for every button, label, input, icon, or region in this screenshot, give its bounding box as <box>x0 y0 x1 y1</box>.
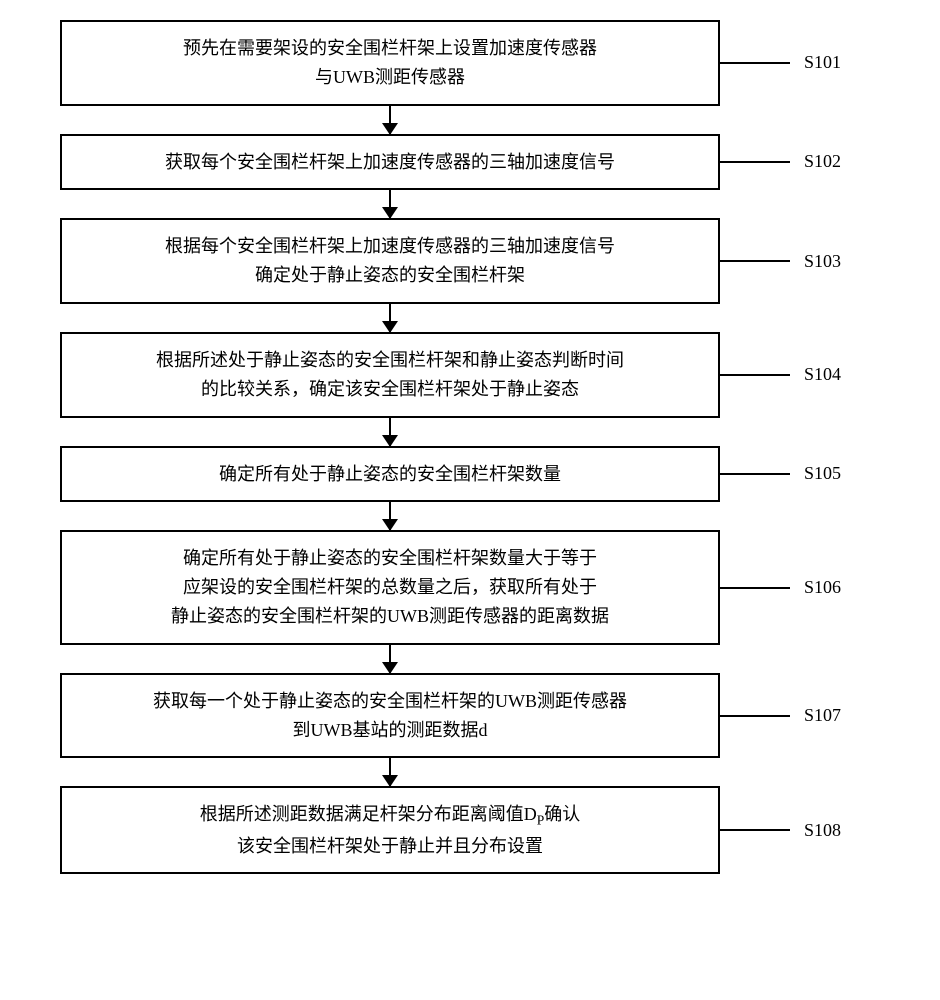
step-label: S105 <box>804 463 841 484</box>
flow-step-box: 根据每个安全围栏杆架上加速度传感器的三轴加速度信号确定处于静止姿态的安全围栏杆架 <box>60 218 720 304</box>
flow-step-box: 预先在需要架设的安全围栏杆架上设置加速度传感器与UWB测距传感器 <box>60 20 720 106</box>
label-connector: S108 <box>720 820 920 841</box>
flow-step-row: 根据每个安全围栏杆架上加速度传感器的三轴加速度信号确定处于静止姿态的安全围栏杆架… <box>20 218 920 304</box>
down-arrow-icon <box>60 304 720 332</box>
down-arrow-icon <box>60 106 720 134</box>
flow-step-box: 获取每一个处于静止姿态的安全围栏杆架的UWB测距传感器到UWB基站的测距数据d <box>60 673 720 759</box>
step-label: S102 <box>804 151 841 172</box>
flow-step-row: 获取每一个处于静止姿态的安全围栏杆架的UWB测距传感器到UWB基站的测距数据d S… <box>20 673 920 759</box>
label-connector: S103 <box>720 251 920 272</box>
label-connector: S102 <box>720 151 920 172</box>
flow-step-box: 确定所有处于静止姿态的安全围栏杆架数量大于等于应架设的安全围栏杆架的总数量之后，… <box>60 530 720 644</box>
connector-line <box>720 473 790 475</box>
flow-step-box: 根据所述测距数据满足杆架分布距离阈值DP确认该安全围栏杆架处于静止并且分布设置 <box>60 786 720 874</box>
arrow-row <box>20 190 920 218</box>
label-connector: S105 <box>720 463 920 484</box>
down-arrow-icon <box>60 758 720 786</box>
down-arrow-icon <box>60 418 720 446</box>
flow-step-row: 根据所述测距数据满足杆架分布距离阈值DP确认该安全围栏杆架处于静止并且分布设置 S… <box>20 786 920 874</box>
flow-step-row: 确定所有处于静止姿态的安全围栏杆架数量大于等于应架设的安全围栏杆架的总数量之后，… <box>20 530 920 644</box>
down-arrow-icon <box>60 502 720 530</box>
flow-step-box: 确定所有处于静止姿态的安全围栏杆架数量 <box>60 446 720 503</box>
down-arrow-icon <box>60 190 720 218</box>
step-label: S101 <box>804 52 841 73</box>
label-connector: S106 <box>720 577 920 598</box>
arrow-row <box>20 304 920 332</box>
arrow-row <box>20 645 920 673</box>
arrow-row <box>20 106 920 134</box>
arrow-row <box>20 758 920 786</box>
connector-line <box>720 829 790 831</box>
label-connector: S104 <box>720 364 920 385</box>
step-label: S106 <box>804 577 841 598</box>
step-label: S104 <box>804 364 841 385</box>
connector-line <box>720 161 790 163</box>
connector-line <box>720 62 790 64</box>
arrow-row <box>20 502 920 530</box>
flow-step-row: 获取每个安全围栏杆架上加速度传感器的三轴加速度信号 S102 <box>20 134 920 191</box>
arrow-row <box>20 418 920 446</box>
flow-step-box: 获取每个安全围栏杆架上加速度传感器的三轴加速度信号 <box>60 134 720 191</box>
step-label: S103 <box>804 251 841 272</box>
flowchart-container: 预先在需要架设的安全围栏杆架上设置加速度传感器与UWB测距传感器 S101 获取每个… <box>20 20 920 874</box>
step-label: S107 <box>804 705 841 726</box>
flow-step-row: 根据所述处于静止姿态的安全围栏杆架和静止姿态判断时间的比较关系，确定该安全围栏杆… <box>20 332 920 418</box>
label-connector: S107 <box>720 705 920 726</box>
step-label: S108 <box>804 820 841 841</box>
flow-step-box: 根据所述处于静止姿态的安全围栏杆架和静止姿态判断时间的比较关系，确定该安全围栏杆… <box>60 332 720 418</box>
connector-line <box>720 260 790 262</box>
label-connector: S101 <box>720 52 920 73</box>
down-arrow-icon <box>60 645 720 673</box>
connector-line <box>720 715 790 717</box>
flow-step-row: 预先在需要架设的安全围栏杆架上设置加速度传感器与UWB测距传感器 S101 <box>20 20 920 106</box>
connector-line <box>720 587 790 589</box>
flow-step-row: 确定所有处于静止姿态的安全围栏杆架数量 S105 <box>20 446 920 503</box>
connector-line <box>720 374 790 376</box>
